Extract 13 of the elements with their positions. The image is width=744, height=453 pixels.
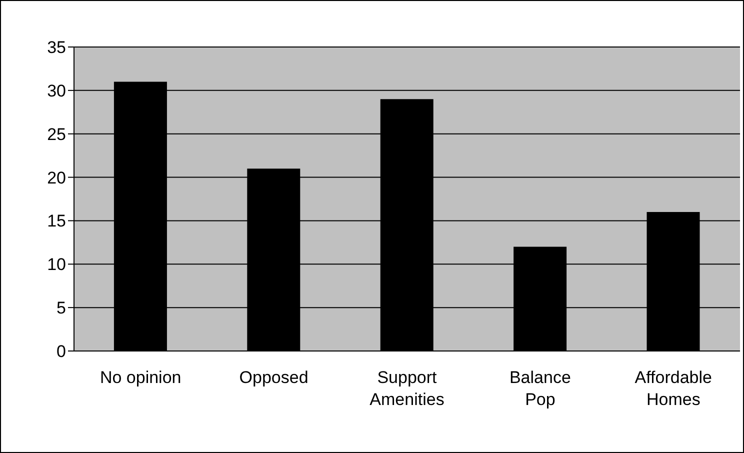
y-tick-label: 10 (47, 255, 66, 274)
y-tick-label: 30 (47, 81, 66, 100)
x-tick-label: Support Amenities (370, 368, 444, 409)
y-tick-label: 25 (47, 124, 66, 144)
x-tick-label: Affordable Homes (634, 368, 712, 409)
y-tick-label: 35 (47, 38, 66, 58)
x-tick-label: Balance Pop (509, 368, 571, 409)
x-tick-label: No opinion (100, 368, 182, 387)
y-tick-label: 0 (56, 342, 66, 362)
y-tick-label: 15 (47, 212, 66, 231)
x-tick-label: Opposed (239, 368, 308, 387)
y-tick-label: 5 (56, 298, 66, 318)
y-tick-label: 20 (47, 168, 66, 188)
